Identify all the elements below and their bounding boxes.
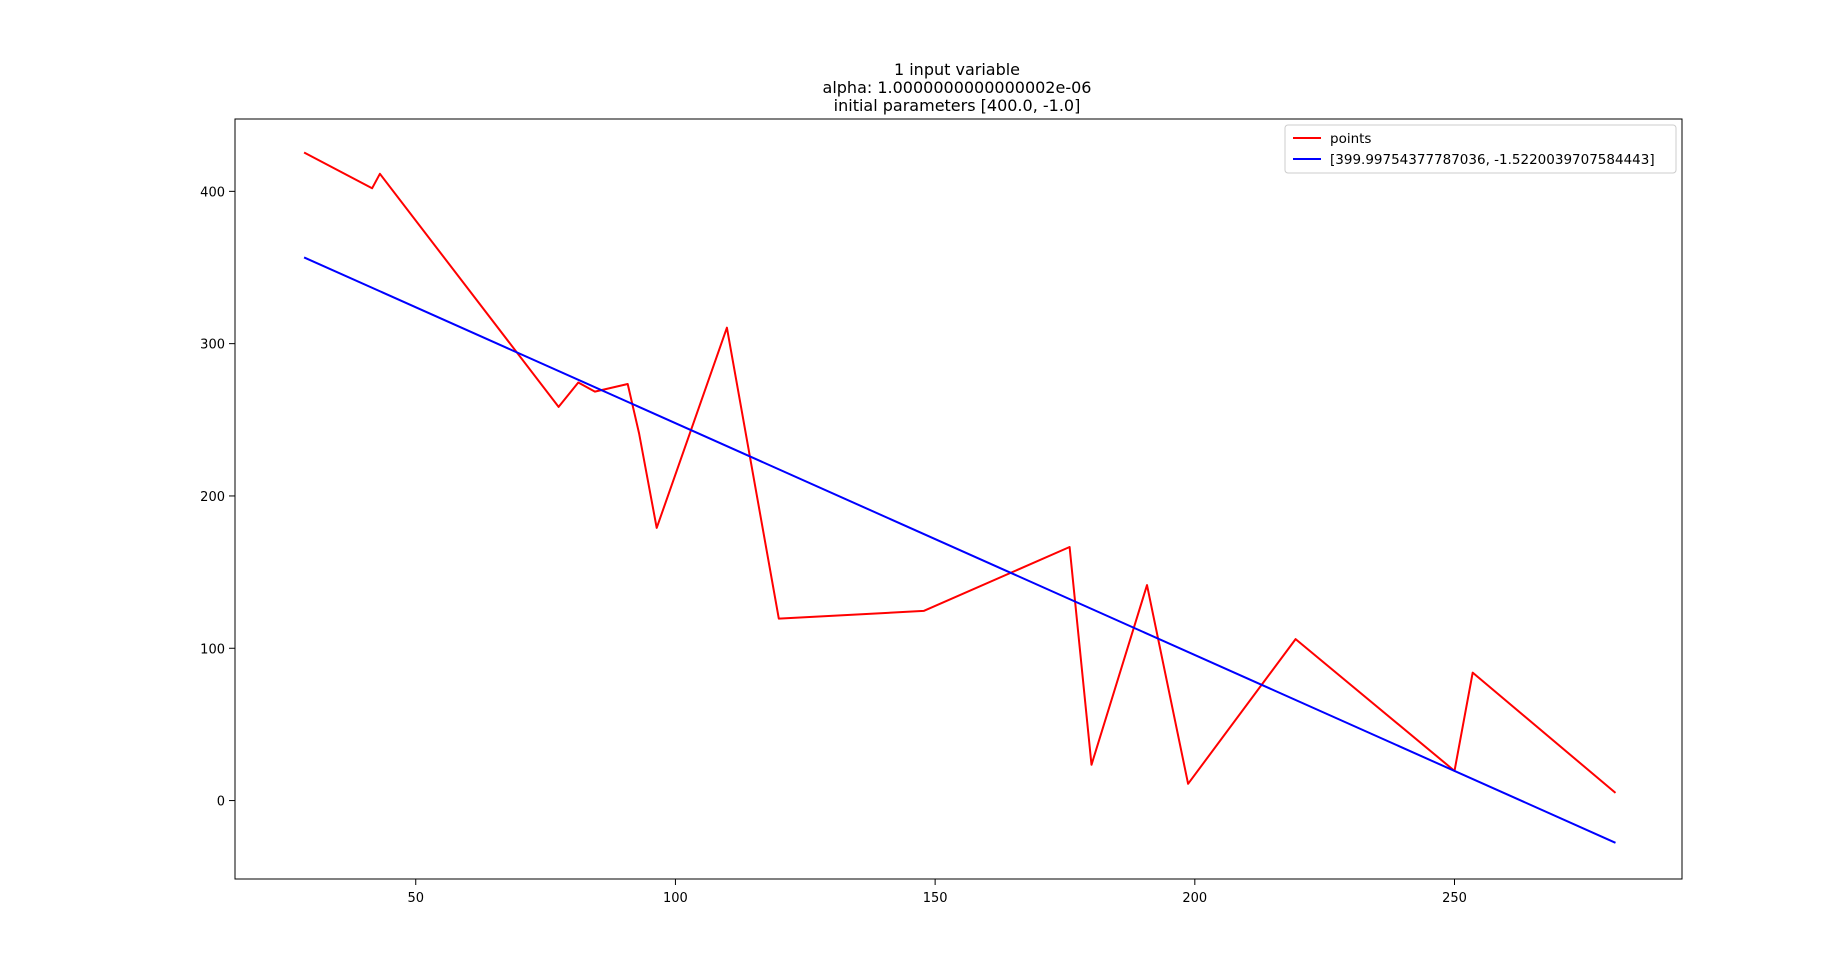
x-tick-label: 150 [923,891,948,906]
legend-box [1284,124,1677,174]
x-tick-label: 100 [663,891,688,906]
series-line-points [303,151,1617,794]
y-tick-label: 400 [200,185,225,200]
legend-label-fit: [399.99754377787036, -1.5220039707584443… [1330,152,1655,168]
x-axis: 50 100 150 200 250 [407,879,1467,906]
legend-label-points: points [1330,131,1371,147]
chart-title-line-2: alpha: 1.0000000000000002e-06 [823,78,1092,97]
legend: points [399.99754377787036, -1.522003970… [1284,124,1677,174]
series-line-fit [303,256,1616,844]
chart-title: 1 input variable alpha: 1.00000000000000… [823,60,1092,115]
x-tick-label: 250 [1442,891,1467,906]
x-tick-label: 50 [407,891,424,906]
series-area [303,151,1617,844]
y-tick-label: 200 [200,490,225,505]
chart-title-line-1: 1 input variable [894,60,1020,79]
y-axis: 0 100 200 300 400 [200,185,235,810]
chart-title-line-3: initial parameters [400.0, -1.0] [834,96,1081,115]
y-tick-label: 0 [217,795,225,810]
y-tick-label: 100 [200,642,225,657]
y-tick-label: 300 [200,338,225,353]
plot-frame [234,118,1683,880]
x-tick-label: 200 [1182,891,1207,906]
